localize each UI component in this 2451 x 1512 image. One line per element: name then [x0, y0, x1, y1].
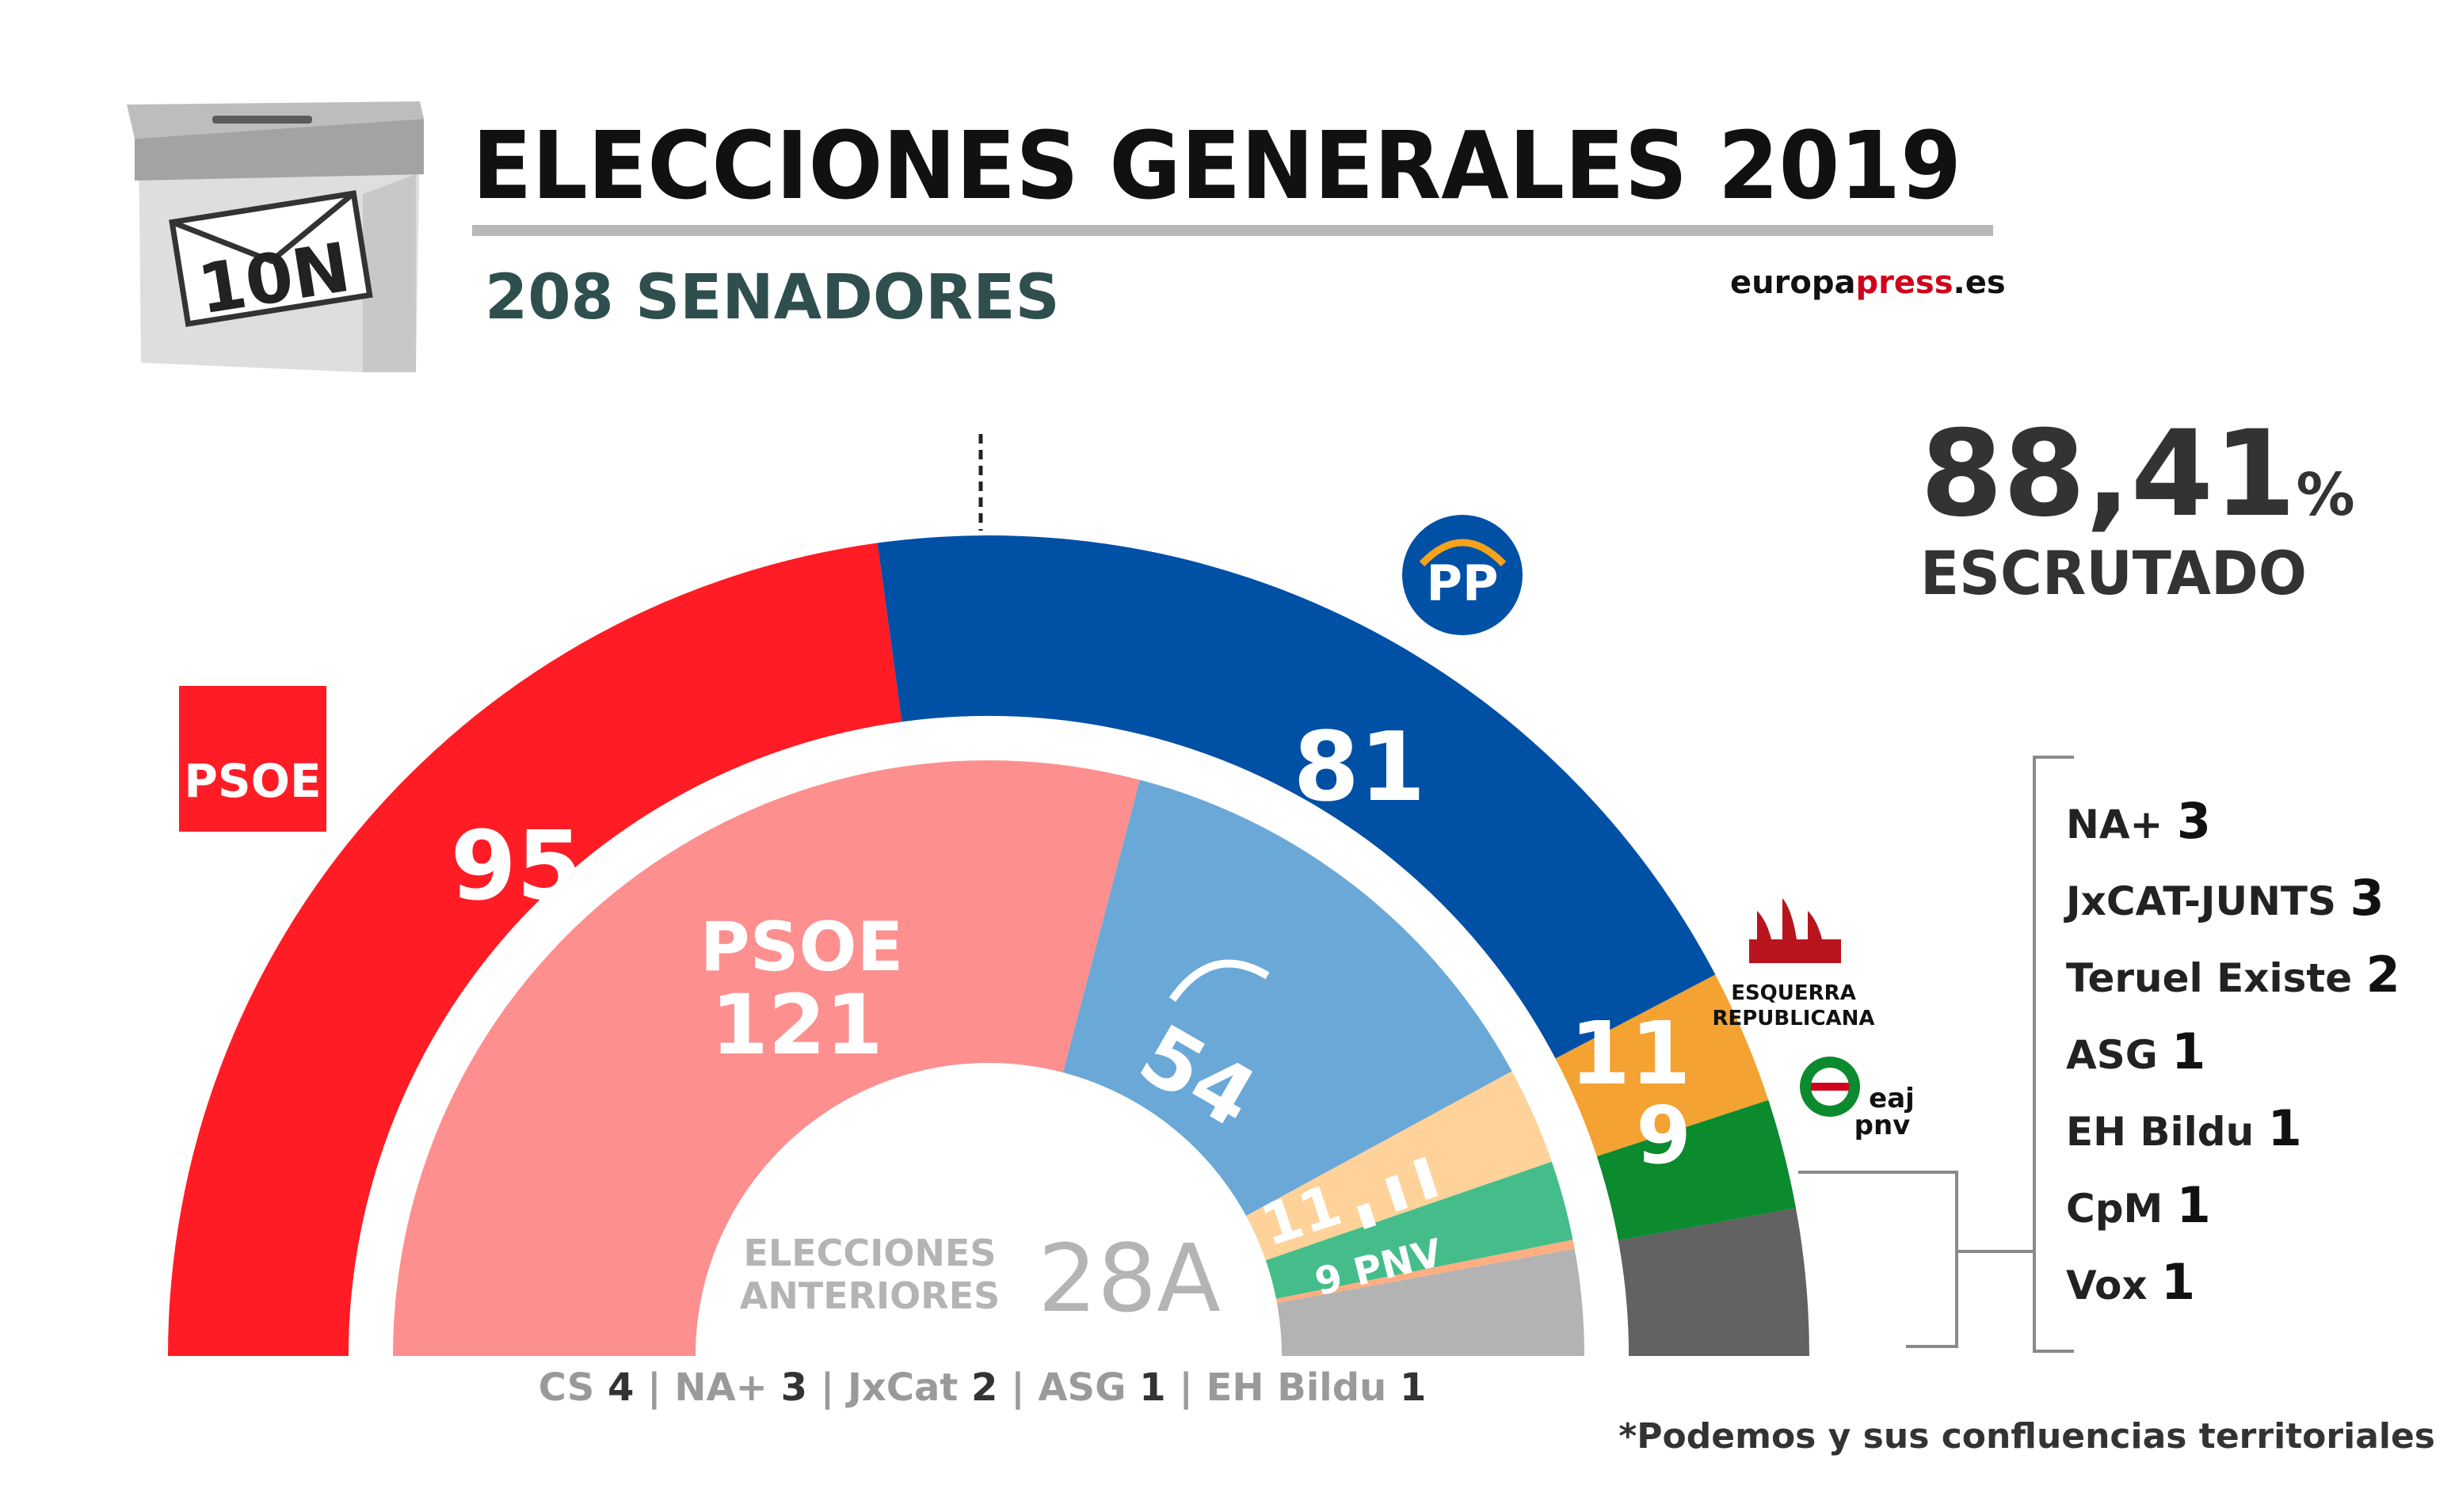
- pnv-logo-line2: pnv: [1854, 1110, 1911, 1141]
- others-item-seats: 1: [2177, 1176, 2211, 1234]
- others-item-seats: 1: [2171, 1023, 2205, 1080]
- chart-28A-name-0: PSOE: [700, 908, 904, 987]
- others-list-item: EH Bildu 1: [2066, 1099, 2302, 1157]
- others-list-item: JxCAT-JUNTS 3: [2064, 869, 2384, 927]
- inner-fade-rim: [696, 1062, 1282, 1356]
- psoe-logo: PSOE: [179, 686, 326, 832]
- erc-inner-icon-bar-0: [1356, 1202, 1377, 1229]
- previous-other-seats: 4: [608, 1365, 634, 1410]
- page-title: ELECCIONES GENERALES 2019: [472, 111, 1961, 220]
- previous-other-name: NA+: [674, 1365, 780, 1410]
- others-item-name: Teruel Existe: [2066, 955, 2366, 1001]
- previous-other-seats: 1: [1400, 1365, 1426, 1410]
- others-list-item: ASG 1: [2066, 1023, 2205, 1080]
- chart-28A-segment-3: [1265, 1161, 1573, 1299]
- previous-other-seats: 1: [1139, 1365, 1165, 1410]
- previous-other-name: JxCat: [845, 1365, 971, 1410]
- previous-tag: 28A: [1038, 1224, 1221, 1333]
- chart-28A-segment-1: [1062, 779, 1512, 1217]
- previous-line1: ELECCIONES: [744, 1232, 997, 1274]
- others-item-seats: 1: [2268, 1099, 2302, 1157]
- chart-10N-label-1: 81: [1294, 713, 1426, 823]
- pp-inner-logo-icon: [1168, 959, 1270, 1002]
- erc-inner-icon-bar-1: [1385, 1175, 1408, 1212]
- erc-logo-line1: ESQUERRA: [1731, 981, 1856, 1005]
- chart-28A-segment-4: [1275, 1240, 1575, 1304]
- source-credit: europapress.es: [1730, 265, 2006, 301]
- previous-other-seats: 2: [971, 1365, 997, 1410]
- others-item-seats: 1: [2161, 1253, 2195, 1311]
- inner-hole: [751, 1118, 1226, 1356]
- previous-other-name: ASG: [1038, 1365, 1139, 1410]
- chart-10N-segment-2: [1555, 974, 1769, 1156]
- previous-others-text: CS 4 | NA+ 3 | JxCat 2 | ASG 1 | EH Bild…: [539, 1365, 1427, 1410]
- pp-logo-text: PP: [1427, 554, 1499, 612]
- chart-10N-label-2: 11: [1569, 1003, 1691, 1104]
- chart-28A-segment-2: [1245, 1071, 1552, 1261]
- pnv-logo-line1: eaj: [1869, 1083, 1915, 1114]
- ballot-box-icon: 10N: [127, 101, 424, 372]
- previous-line2: ANTERIORES: [740, 1274, 1001, 1317]
- chart-10N-segment-4: [1618, 1208, 1809, 1356]
- footnote: *Podemos y sus confluencias territoriale…: [1618, 1416, 2435, 1457]
- page-subtitle: 208 SENADORES: [485, 262, 1060, 333]
- others-list-item: Teruel Existe 2: [2066, 946, 2400, 1004]
- others-list-item: NA+ 3: [2066, 792, 2211, 850]
- pp-logo: PP: [1402, 515, 1523, 635]
- pnv-logo: eaj pnv: [1800, 1057, 1915, 1141]
- chart-10N-segment-0: [168, 543, 902, 1357]
- others-item-name: ASG: [2066, 1032, 2171, 1078]
- others-connector: [1798, 756, 2074, 1353]
- chart-10N-label-0: 95: [451, 812, 583, 922]
- erc-inner-icon-bar-2: [1412, 1156, 1439, 1200]
- scrutiny-label: ESCRUTADO: [1920, 538, 2307, 608]
- others-item-name: EH Bildu: [2066, 1109, 2268, 1155]
- others-item-seats: 3: [2350, 869, 2384, 927]
- previous-other-seats: 3: [781, 1365, 807, 1410]
- others-item-seats: 3: [2177, 792, 2211, 850]
- previous-other-name: EH Bildu: [1206, 1365, 1400, 1410]
- chart-10N-label-3: 9: [1636, 1089, 1691, 1182]
- chart-28A-segment-5: [1276, 1248, 1584, 1356]
- others-item-name: JxCAT-JUNTS: [2064, 878, 2350, 924]
- others-list-item: Vox 1: [2066, 1253, 2195, 1311]
- chart-28A-segment-0: [393, 760, 1140, 1356]
- others-list-item: CpM 1: [2066, 1176, 2211, 1234]
- chart-10N-segment-3: [1596, 1099, 1797, 1241]
- chart-10N: [168, 535, 1809, 1357]
- erc-logo: ESQUERRA REPUBLICANA: [1712, 898, 1875, 1030]
- chart-28A-label-0: 121: [711, 977, 882, 1073]
- others-item-name: CpM: [2066, 1186, 2177, 1232]
- others-item-name: Vox: [2066, 1263, 2161, 1308]
- chart-28A: [393, 760, 1584, 1356]
- others-item-seats: 2: [2366, 946, 2400, 1004]
- psoe-logo-text: PSOE: [184, 754, 321, 808]
- others-item-name: NA+: [2066, 802, 2177, 847]
- erc-logo-line2: REPUBLICANA: [1712, 1007, 1874, 1030]
- chart-10N-segment-1: [877, 535, 1716, 1059]
- previous-other-name: CS: [539, 1365, 608, 1410]
- scrutiny-value: 88,41%: [1920, 406, 2355, 543]
- title-underline: [472, 225, 1993, 236]
- previous-others-list: CS 4 | NA+ 3 | JxCat 2 | ASG 1 | EH Bild…: [539, 1365, 1427, 1410]
